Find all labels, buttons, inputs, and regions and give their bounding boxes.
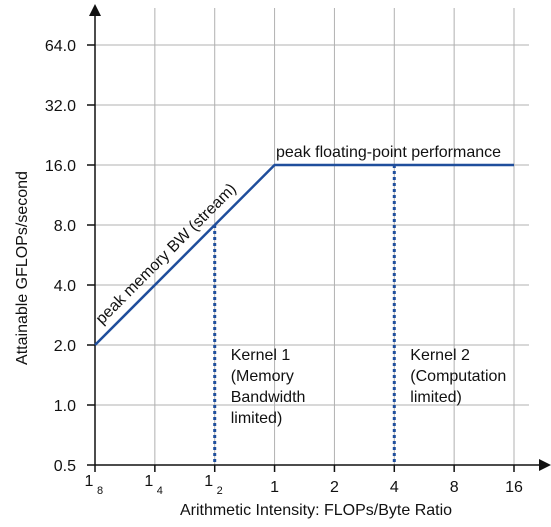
kernel-1-annotation-line: Bandwidth	[231, 389, 306, 406]
x-tick-numerator: 1	[144, 473, 153, 490]
kernel-1-annotation: Kernel 1 (Memory Bandwidth limited)	[231, 347, 306, 427]
kernel-2-annotation-line: Kernel 2	[410, 347, 470, 364]
memory-bandwidth-label: peak memory BW (stream)	[93, 181, 240, 328]
kernel-2-annotation-line: limited)	[410, 389, 462, 406]
axes	[89, 3, 551, 471]
kernel-1-annotation-line: limited)	[231, 410, 283, 427]
x-axis-label: Arithmetic Intensity: FLOPs/Byte Ratio	[180, 502, 452, 519]
y-tick-label: 8.0	[54, 218, 76, 235]
y-tick-label: 1.0	[54, 398, 76, 415]
x-tick-label: 4	[390, 479, 399, 496]
y-axis-label: Attainable GFLOPs/second	[14, 171, 31, 365]
y-tick-label: 32.0	[45, 98, 76, 115]
x-tick-label: 16	[505, 479, 523, 496]
y-tick-label: 4.0	[54, 278, 76, 295]
kernel-1-annotation-line: (Memory	[231, 368, 294, 385]
x-tick-label-fraction: 18	[85, 473, 104, 497]
x-tick-label: 1	[270, 479, 279, 496]
kernel-1-annotation-line: Kernel 1	[231, 347, 291, 364]
kernel-2-annotation: Kernel 2 (Computation limited)	[410, 347, 506, 406]
x-tick-numerator: 1	[85, 473, 94, 490]
x-tick-denominator: 4	[157, 485, 163, 497]
grid	[95, 8, 529, 465]
kernel-2-annotation-line: (Computation	[410, 368, 506, 385]
x-tick-numerator: 1	[204, 473, 213, 490]
x-tick-label-fraction: 12	[204, 473, 223, 497]
roofline-series	[94, 163, 514, 346]
x-tick-label-fraction: 14	[144, 473, 163, 497]
y-tick-label: 0.5	[54, 458, 76, 475]
y-tick-label: 2.0	[54, 338, 76, 355]
x-tick-denominator: 8	[97, 485, 103, 497]
y-tick-label: 16.0	[45, 158, 76, 175]
x-tick-label: 2	[330, 479, 339, 496]
series	[94, 163, 514, 465]
x-tick-denominator: 2	[217, 485, 223, 497]
peak-performance-label: peak floating-point performance	[276, 144, 501, 161]
y-tick-label: 64.0	[45, 38, 76, 55]
x-tick-label: 8	[450, 479, 459, 496]
